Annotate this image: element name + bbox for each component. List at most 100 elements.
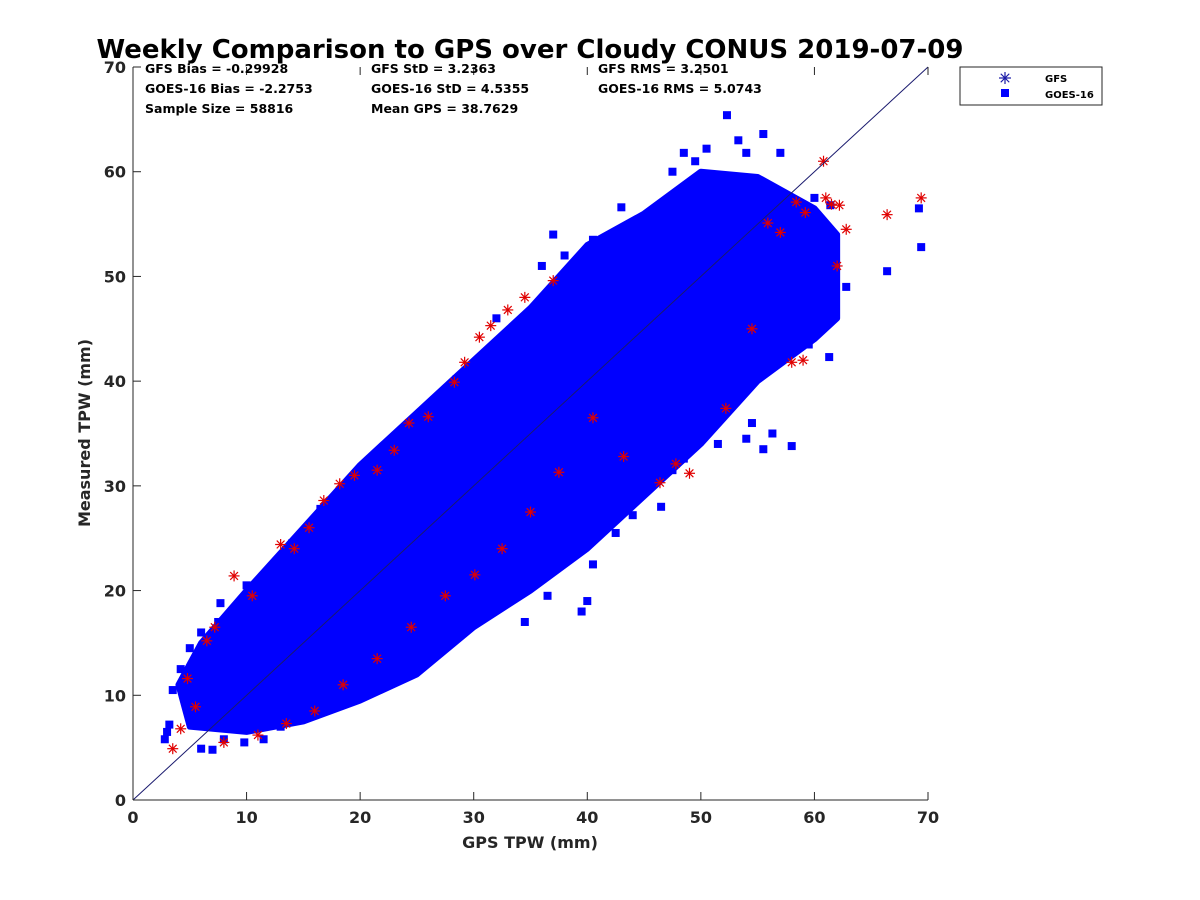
gfs-point: [275, 538, 287, 550]
goes16-point: [577, 607, 586, 616]
gfs-point: [175, 723, 187, 735]
y-axis-ticks: 0 10 20 30 40 50 60 70: [104, 58, 141, 810]
one-to-one-reference-line: [132, 66, 929, 801]
goes-bias-stat: GOES-16 Bias = -2.2753: [145, 81, 313, 96]
goes16-point: [611, 528, 620, 537]
gfs-point: [439, 590, 451, 602]
gfs-point: [654, 477, 666, 489]
goes16-point: [276, 722, 285, 731]
goes16-point: [441, 403, 450, 412]
gfs-point: [348, 469, 360, 481]
goes16-point: [452, 375, 461, 384]
mean-gps-stat: Mean GPS = 38.7629: [371, 101, 518, 116]
goes16-point: [214, 617, 223, 626]
goes16-point: [208, 745, 217, 754]
legend-gfs-asterisk-icon: [999, 72, 1011, 84]
goes16-point: [242, 581, 251, 590]
goes16-point: [163, 727, 172, 736]
x-tick-label: 20: [349, 808, 371, 827]
goes16-point: [299, 706, 308, 715]
goes16-point: [679, 148, 688, 157]
goes16-point: [722, 111, 731, 120]
legend: GFS GOES-16: [959, 66, 1103, 106]
gfs-point: [337, 679, 349, 691]
goes16-point: [412, 601, 421, 610]
legend-gfs-asterisk: [999, 72, 1011, 84]
goes16-point: [216, 599, 225, 608]
goes16-density-region: [175, 168, 841, 735]
chart-title: Weekly Comparison to GPS over Cloudy CON…: [96, 35, 963, 65]
y-tick-label: 40: [104, 372, 126, 391]
legend-gfs-label: GFS: [1045, 74, 1067, 85]
goes16-point: [842, 282, 851, 291]
gfs-point: [228, 570, 240, 582]
gfs-bias-stat: GFS Bias = -0.29928: [145, 61, 288, 76]
goes16-point: [588, 235, 597, 244]
goes16-point: [333, 688, 342, 697]
gfs-point: [201, 635, 213, 647]
gfs-point: [840, 223, 852, 235]
gfs-point: [774, 226, 786, 238]
goes16-point: [288, 539, 296, 548]
goes16-point: [742, 148, 751, 157]
sample-size-stat: Sample Size = 58816: [145, 101, 294, 116]
gfs-point: [496, 543, 508, 555]
gfs-point: [448, 376, 460, 388]
goes16-point: [734, 136, 743, 145]
goes16-point: [168, 686, 177, 695]
gfs-rms-stat: GFS RMS = 3.2501: [598, 61, 729, 76]
goes16-point: [816, 314, 825, 323]
goes16-point: [759, 445, 768, 454]
gfs-series: [167, 155, 927, 755]
goes16-point: [339, 492, 348, 501]
goes16-point: [628, 511, 637, 520]
goes16-point: [668, 167, 677, 176]
x-tick-label: 30: [463, 808, 485, 827]
gfs-point: [684, 467, 695, 479]
y-tick-label: 70: [104, 58, 126, 77]
gfs-point: [525, 506, 536, 518]
goes16-point: [825, 353, 834, 362]
goes16-point: [361, 469, 370, 478]
gfs-point: [318, 495, 330, 507]
goes16-point: [588, 560, 597, 569]
gfs-point: [547, 275, 559, 287]
goes16-point: [810, 193, 819, 202]
gfs-point: [485, 320, 497, 332]
goes16-point: [696, 429, 705, 438]
x-tick-label: 0: [127, 808, 138, 827]
gfs-point: [797, 354, 809, 366]
goes16-point: [265, 586, 274, 595]
gfs-point: [303, 522, 315, 534]
gfs-point: [403, 417, 415, 429]
gfs-point: [218, 736, 230, 748]
gfs-point: [502, 304, 514, 316]
goes16-point: [361, 657, 370, 666]
goes16-point: [914, 204, 923, 213]
goes16-point: [486, 599, 495, 608]
goes16-point: [197, 744, 206, 753]
goes16-point: [560, 251, 569, 260]
gfs-point: [587, 412, 599, 424]
goes16-point: [657, 502, 666, 511]
goes16-point: [316, 504, 325, 513]
gfs-point: [473, 331, 485, 343]
goes-std-stat: GOES-16 StD = 4.5355: [371, 81, 529, 96]
goes16-point: [917, 243, 926, 252]
goes16-point: [742, 434, 751, 443]
legend-goes16-square-icon: [1001, 89, 1009, 97]
y-tick-label: 20: [104, 582, 126, 601]
goes16-point: [679, 454, 688, 463]
goes16-point: [702, 144, 711, 153]
gfs-point: [209, 621, 221, 633]
goes16-point: [498, 581, 507, 590]
goes16-point: [768, 429, 777, 438]
gfs-point: [189, 701, 201, 713]
y-axis-label: Measured TPW (mm): [75, 339, 94, 527]
goes16-point: [384, 439, 393, 448]
gfs-point: [881, 209, 893, 221]
y-tick-label: 60: [104, 163, 126, 182]
goes16-point: [197, 628, 206, 637]
goes16-point: [240, 738, 249, 747]
